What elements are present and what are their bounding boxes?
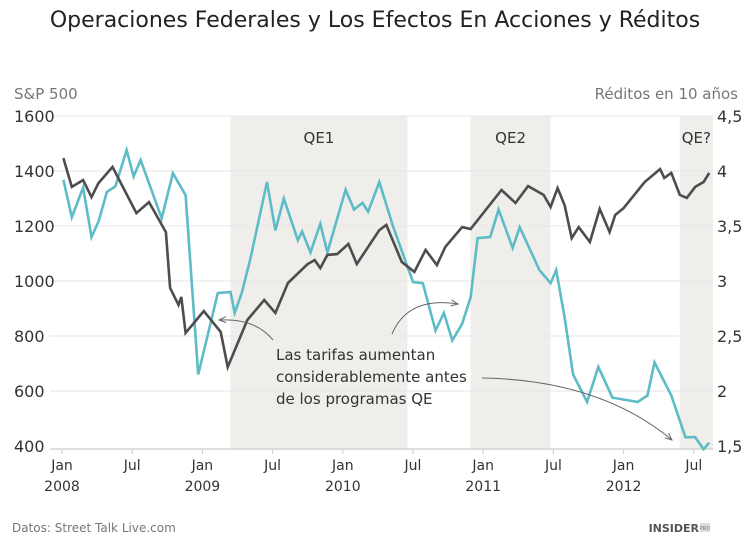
x-tick-month: Jul xyxy=(263,458,281,474)
svg-text:INSIDER: INSIDER xyxy=(649,522,700,535)
right-tick-label: 1,5 xyxy=(717,437,742,456)
x-tick-month: Jan xyxy=(612,458,635,474)
left-tick-label: 1200 xyxy=(14,217,55,236)
x-tick-month: Jan xyxy=(191,458,214,474)
right-tick-label: 2 xyxy=(717,382,727,401)
chart-title: Operaciones Federales y Los Efectos En A… xyxy=(50,8,700,33)
right-axis-label: Réditos en 10 años xyxy=(595,85,739,103)
x-tick-month: Jul xyxy=(684,458,702,474)
series-lines xyxy=(62,145,711,452)
left-axis-label: S&P 500 xyxy=(14,85,78,103)
x-tick-month: Jul xyxy=(404,458,422,474)
qe-band-label: QE? xyxy=(682,129,711,147)
x-tick-month: Jan xyxy=(331,458,354,474)
x-tick-month: Jan xyxy=(50,458,73,474)
annotation-line-2: considerablemente antes xyxy=(276,368,467,386)
x-tick-year: 2012 xyxy=(606,479,642,495)
right-tick-label: 4 xyxy=(717,162,727,181)
right-tick-label: 3 xyxy=(717,272,727,291)
right-tick-label: 2,5 xyxy=(717,327,742,346)
qe-band xyxy=(679,116,713,449)
x-tick-year: 2011 xyxy=(465,479,501,495)
x-tick-month: Jul xyxy=(123,458,141,474)
annotation-line-1: Las tarifas aumentan xyxy=(276,346,435,364)
x-tick-year: 2010 xyxy=(325,479,361,495)
y-tick-labels: 1600 1400 1200 1000 800 600 400 4,5 4 3,5 3 2,5 2 1,5 xyxy=(14,107,742,456)
left-tick-label: 1600 xyxy=(14,107,55,126)
annotation-arrow-2 xyxy=(391,303,458,335)
x-tick-month: Jul xyxy=(544,458,562,474)
x-tick-labels: Jan 2008 Jul Jan 2009 Jul Jan 2010 Jul Jan 2011 Jul… xyxy=(44,449,702,495)
x-tick-year: 2009 xyxy=(185,479,221,495)
left-tick-label: 800 xyxy=(14,327,45,346)
yield-line xyxy=(62,145,711,452)
left-tick-label: 600 xyxy=(14,382,45,401)
annotation-line-3: de los programas QE xyxy=(276,390,433,408)
annotation-arrow-3 xyxy=(481,377,672,440)
qe-band-label: QE2 xyxy=(495,129,526,147)
sp500-line xyxy=(62,157,711,372)
qe-band-label: QE1 xyxy=(304,129,335,147)
source-note: Datos: Street Talk Live.com xyxy=(12,521,176,535)
annotation: Las tarifas aumentan considerablemente a… xyxy=(219,303,672,440)
right-tick-label: 4,5 xyxy=(717,107,742,126)
left-tick-label: 1400 xyxy=(14,162,55,181)
x-tick-month: Jan xyxy=(471,458,494,474)
svg-text:PRO: PRO xyxy=(700,526,710,532)
qe-band xyxy=(470,116,551,449)
gridlines xyxy=(50,115,713,450)
annotation-arrow-1 xyxy=(219,320,274,341)
left-tick-label: 1000 xyxy=(14,272,55,291)
insider-pro-logo: INSIDER PRO xyxy=(649,522,711,535)
left-tick-label: 400 xyxy=(14,437,45,456)
x-tick-year: 2008 xyxy=(44,479,80,495)
right-tick-label: 3,5 xyxy=(717,217,742,236)
